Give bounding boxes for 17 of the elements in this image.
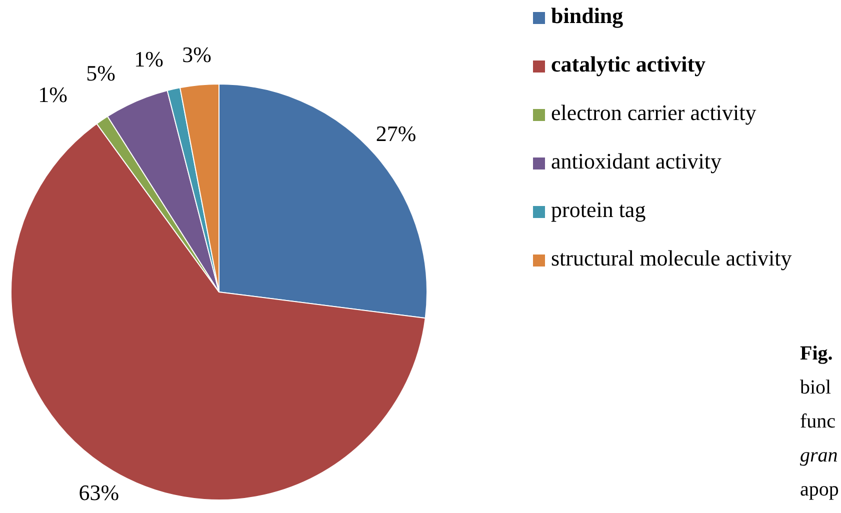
data-label: 1%	[134, 46, 164, 72]
legend-label: structural molecule activity	[551, 246, 792, 271]
text: Fig.	[800, 342, 833, 365]
legend-label: protein tag	[551, 197, 646, 222]
legend-label: electron carrier activity	[551, 100, 756, 126]
legend-label: binding	[551, 3, 624, 28]
text: func	[800, 410, 836, 433]
data-label: 63%	[78, 480, 120, 506]
text: apop	[800, 478, 839, 501]
data-label: 27%	[376, 120, 416, 146]
data-label: 3%	[182, 42, 212, 68]
legend-label: antioxidant activity	[551, 148, 722, 174]
legend-label: catalytic activity	[551, 52, 706, 77]
text: gran	[800, 444, 838, 467]
data-label: 1%	[38, 82, 68, 107]
data-label: 5%	[86, 60, 116, 86]
text: biol	[800, 376, 832, 399]
